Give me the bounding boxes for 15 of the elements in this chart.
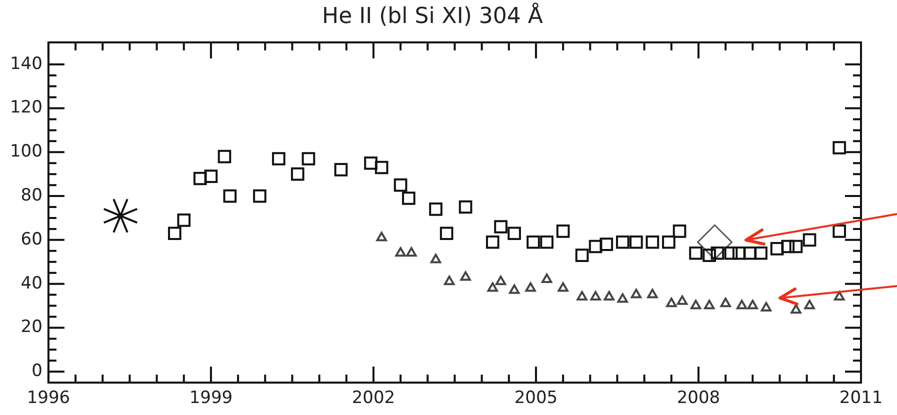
x-tick-label: 2005 — [514, 388, 558, 408]
x-tick-label: 2011 — [839, 388, 883, 408]
y-tick-label: 40 — [20, 273, 42, 294]
x-tick-label: 1999 — [189, 388, 233, 408]
y-tick-label: 120 — [10, 98, 42, 118]
x-tick-label: 2008 — [676, 388, 720, 408]
x-tick-label: 1996 — [26, 388, 70, 408]
chart-title: He II (bl Si XI) 304 Å — [322, 2, 543, 29]
y-tick-label: 20 — [20, 317, 42, 338]
y-tick-label: 80 — [20, 185, 42, 206]
y-tick-label: 0 — [32, 361, 42, 382]
y-tick-label: 60 — [20, 229, 42, 250]
y-tick-label: 100 — [10, 142, 42, 162]
x-tick-label: 2002 — [352, 388, 396, 408]
y-tick-label: 140 — [10, 54, 42, 74]
